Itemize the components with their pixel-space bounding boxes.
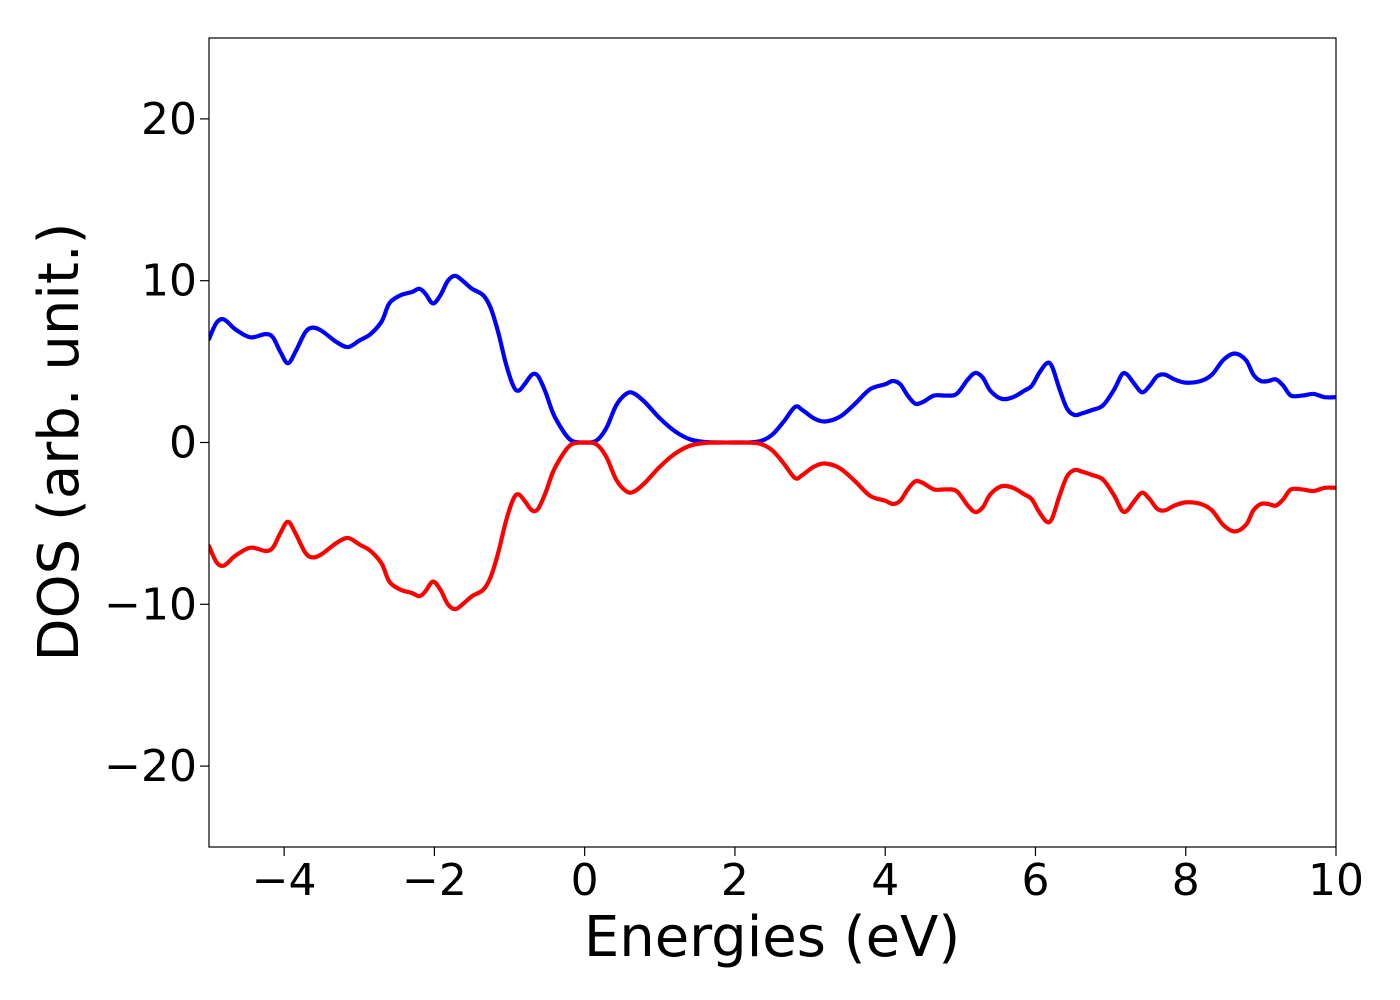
series-layer (209, 273, 1336, 612)
dos-series-red-line (209, 440, 1336, 612)
y-axis-title: DOS (arb. unit.) (27, 222, 92, 661)
x-axis: −4 −2 0 2 4 6 8 10 (252, 847, 1364, 906)
x-tick-label: 4 (871, 855, 899, 906)
y-tick-label: −10 (104, 579, 197, 630)
x-tick-label: 10 (1308, 855, 1364, 906)
x-tick-label: 6 (1021, 855, 1049, 906)
y-tick-label: 10 (141, 256, 197, 307)
y-tick-label: 20 (141, 94, 197, 145)
dos-series-blue-line (209, 273, 1336, 445)
y-tick-label: 0 (169, 418, 197, 469)
x-tick-label: 2 (721, 855, 749, 906)
x-tick-label: 8 (1172, 855, 1200, 906)
x-tick-label: 0 (571, 855, 599, 906)
x-tick-label: −4 (252, 855, 317, 906)
y-axis: −20 −10 0 10 20 (104, 94, 209, 792)
y-tick-label: −20 (104, 741, 197, 792)
x-axis-title: Energies (eV) (584, 905, 960, 970)
x-tick-label: −2 (402, 855, 467, 906)
